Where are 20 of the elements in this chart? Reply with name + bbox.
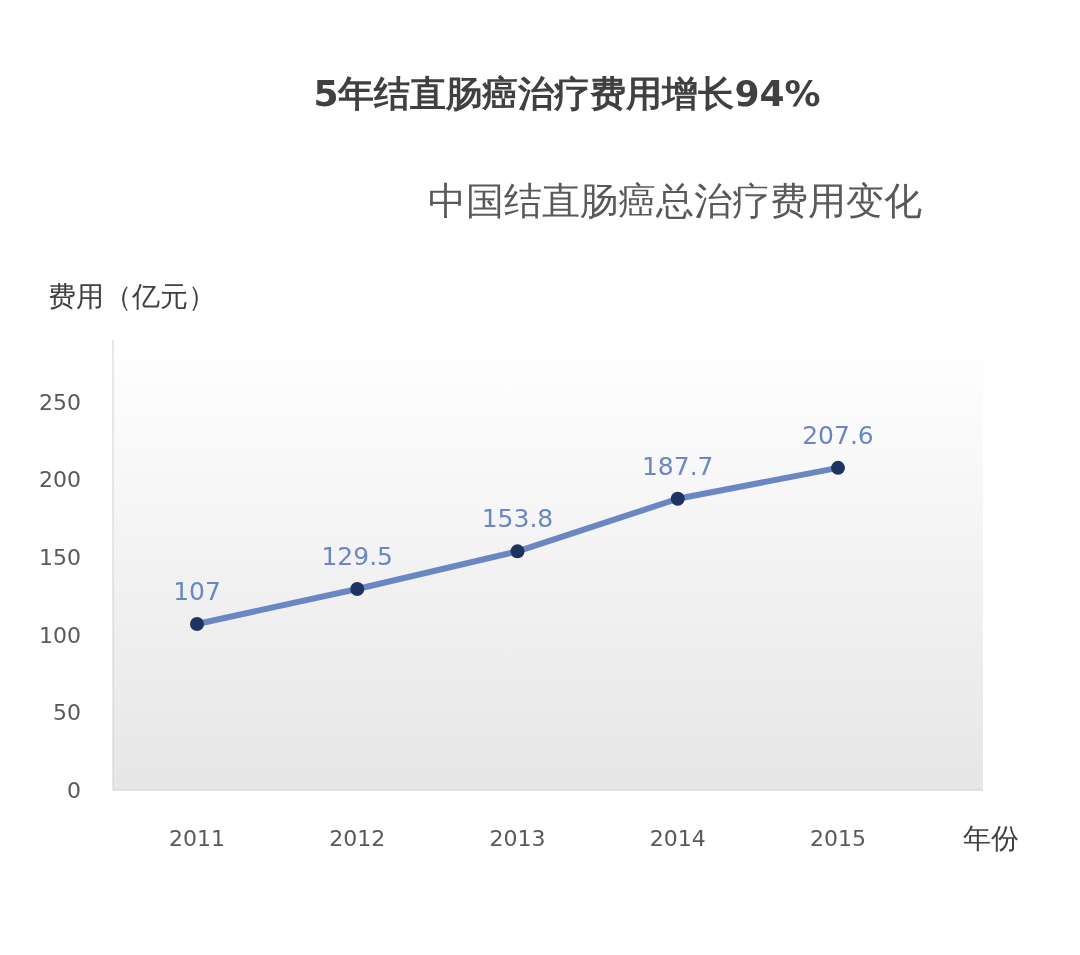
y-tick-label: 200: [39, 467, 81, 493]
data-label: 153.8: [481, 504, 554, 534]
y-axis-title: 费用（亿元）: [48, 279, 216, 315]
y-tick-label: 50: [53, 700, 81, 726]
y-tick-label: 100: [39, 622, 81, 648]
data-label: 129.5: [321, 542, 394, 572]
chart-title: 5年结直肠癌治疗费用增长94%: [312, 72, 822, 116]
data-label: 207.6: [802, 420, 874, 450]
x-tick-label: 2014: [649, 825, 706, 851]
data-label: 187.7: [641, 451, 714, 481]
x-tick-label: 2015: [810, 825, 866, 851]
x-tick-label: 2013: [489, 825, 546, 851]
y-tick-label: 0: [67, 777, 81, 803]
y-tick-label: 250: [39, 389, 81, 415]
x-axis-title: 年份: [963, 821, 1019, 857]
chart-subtitle: 中国结直肠癌总治疗费用变化: [428, 178, 922, 225]
x-tick-label: 2011: [169, 825, 225, 851]
y-tick-label: 150: [39, 545, 81, 571]
x-tick-label: 2012: [329, 825, 386, 851]
data-label: 107: [173, 576, 221, 606]
